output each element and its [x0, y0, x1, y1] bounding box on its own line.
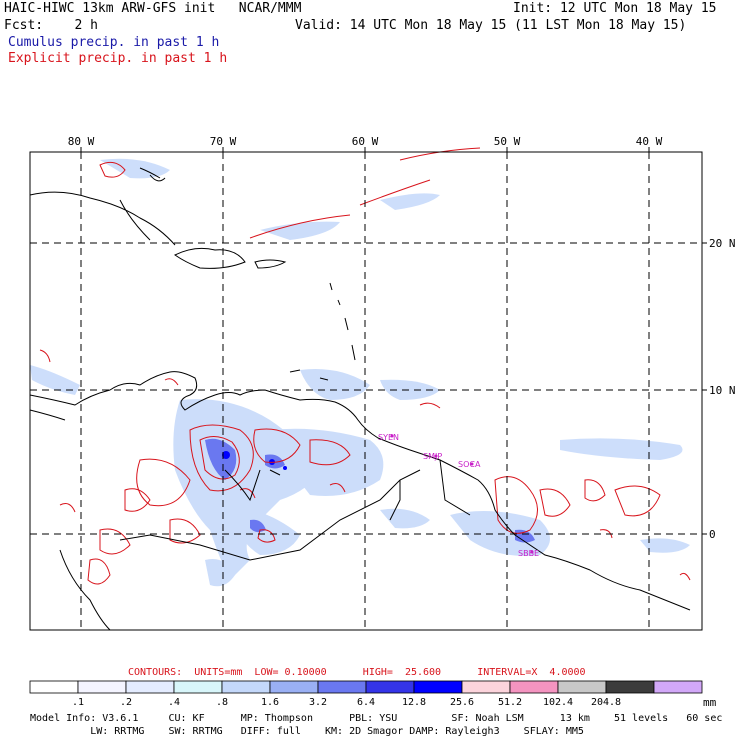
colorbar-swatch — [317, 680, 367, 694]
colorbar-label: .1 — [71, 697, 85, 708]
lon-label: 70 W — [210, 135, 237, 148]
lat-label: 10 N — [709, 384, 736, 397]
lat-label: 20 N — [709, 237, 736, 250]
colorbar-swatch — [29, 680, 79, 694]
colorbar-swatch — [509, 680, 559, 694]
colorbar-label: 1.6 — [260, 697, 280, 708]
lon-label: 50 W — [494, 135, 521, 148]
cumulus-legend: Cumulus precip. in past 1 h — [8, 35, 220, 50]
colorbar-label: 102.4 — [542, 697, 574, 708]
title-line: HAIC-HIWC 13km ARW-GFS init NCAR/MMM — [4, 1, 302, 16]
lat-label: 0 — [709, 528, 716, 541]
colorbar-label: 25.6 — [449, 697, 475, 708]
station-markers — [390, 434, 534, 554]
colorbar-swatch — [557, 680, 607, 694]
station-label: SOCA — [458, 460, 481, 469]
colorbar-label: .8 — [215, 697, 229, 708]
station-label: SYEN — [378, 433, 399, 442]
colorbar-label: .2 — [119, 697, 133, 708]
model-info-line2: LW: RRTMG SW: RRTMG DIFF: full KM: 2D Sm… — [30, 726, 584, 737]
forecast-hour: Fcst: 2 h — [4, 18, 98, 33]
colorbar — [29, 680, 703, 694]
contour-info: CONTOURS: UNITS=mm LOW= 0.10000 HIGH= 25… — [128, 667, 586, 678]
lon-label: 40 W — [636, 135, 663, 148]
map-frame — [29, 151, 703, 631]
model-info-line1: Model Info: V3.6.1 CU: KF MP: Thompson P… — [30, 713, 723, 724]
cumulus-heavy — [205, 438, 535, 543]
colorbar-swatch — [413, 680, 463, 694]
colorbar-label: 51.2 — [497, 697, 523, 708]
colorbar-swatch — [77, 680, 127, 694]
colorbar-unit: mm — [703, 696, 717, 709]
colorbar-swatch — [605, 680, 655, 694]
colorbar-label: .4 — [167, 697, 181, 708]
colorbar-label: 12.8 — [401, 697, 427, 708]
colorbar-swatch — [653, 680, 703, 694]
colorbar-swatch — [461, 680, 511, 694]
explicit-precip-contours — [39, 147, 691, 585]
explicit-legend: Explicit precip. in past 1 h — [8, 51, 228, 66]
frame-ticks — [80, 147, 707, 535]
colorbar-label: 204.8 — [590, 697, 622, 708]
colorbar-swatch — [269, 680, 319, 694]
colorbar-swatch — [221, 680, 271, 694]
colorbar-label: 6.4 — [356, 697, 376, 708]
graticule — [30, 152, 702, 630]
lon-label: 80 W — [68, 135, 95, 148]
lon-label: 60 W — [352, 135, 379, 148]
station-label: SBBE — [518, 549, 539, 558]
colorbar-swatch — [173, 680, 223, 694]
colorbar-swatch — [125, 680, 175, 694]
coastlines — [29, 167, 691, 631]
colorbar-label: 3.2 — [308, 697, 328, 708]
station-label: SMJP — [423, 452, 442, 461]
valid-time: Valid: 14 UTC Mon 18 May 15 (11 LST Mon … — [295, 18, 687, 33]
colorbar-swatch — [365, 680, 415, 694]
init-time: Init: 12 UTC Mon 18 May 15 — [513, 1, 717, 16]
cumulus-shading — [30, 158, 690, 587]
